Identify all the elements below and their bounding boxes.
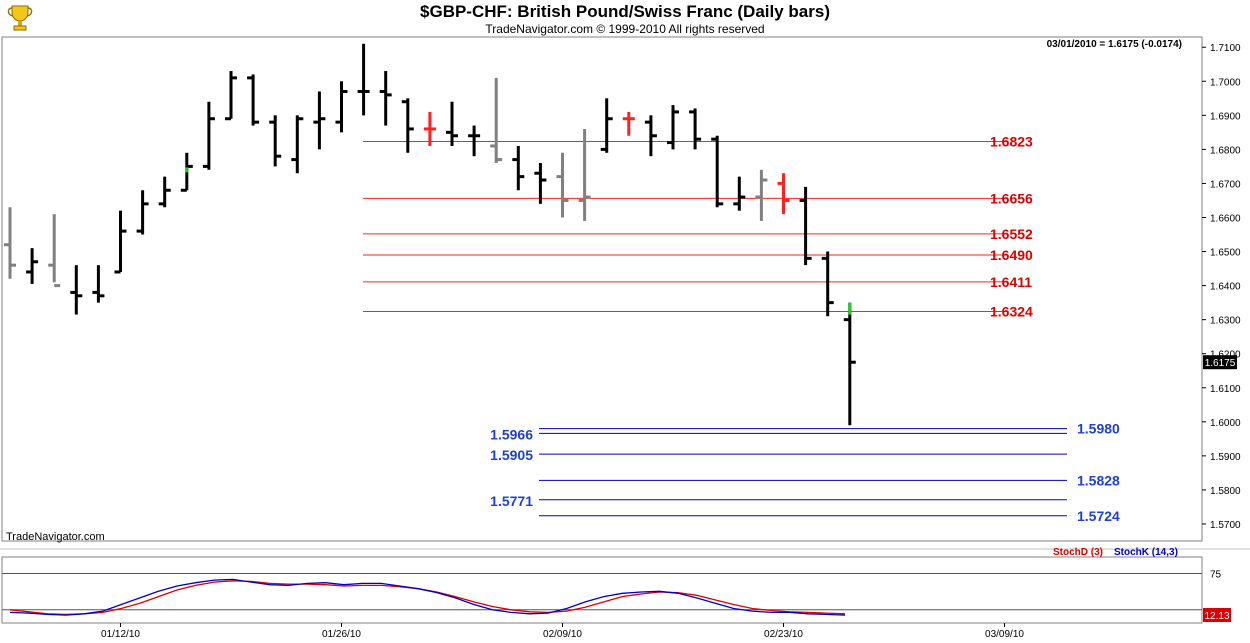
support-label: 1.5980 bbox=[1077, 421, 1120, 437]
chart-subtitle: TradeNavigator.com © 1999-2010 All right… bbox=[485, 22, 765, 36]
y-tick-label: 1.6100 bbox=[1210, 384, 1241, 395]
stoch-k-line bbox=[9, 578, 846, 616]
support-label: 1.5724 bbox=[1077, 508, 1120, 524]
trophy-icon bbox=[7, 5, 33, 31]
resistance-label: 1.6324 bbox=[990, 303, 1033, 319]
last-price-tag-label: 1.6175 bbox=[1205, 358, 1236, 369]
chart-header: $GBP-CHF: British Pound/Swiss Franc (Dai… bbox=[0, 0, 1250, 36]
y-tick-label: 1.6400 bbox=[1210, 282, 1241, 293]
y-tick-label: 1.6900 bbox=[1210, 111, 1241, 122]
y-tick-label: 1.5800 bbox=[1210, 486, 1241, 497]
stoch-panel-frame bbox=[1, 556, 1203, 624]
resistance-label: 1.6656 bbox=[990, 190, 1033, 206]
y-tick-label: 1.5700 bbox=[1210, 520, 1241, 531]
resistance-label: 1.6823 bbox=[990, 134, 1033, 150]
support-label: 1.5771 bbox=[490, 493, 533, 509]
x-tick-label: 01/26/10 bbox=[322, 629, 361, 640]
support-label: 1.5828 bbox=[1077, 472, 1120, 488]
price-readout: 03/01/2010 = 1.6175 (-0.0174) bbox=[1047, 39, 1182, 50]
stoch-k-legend: StochK (14,3) bbox=[1114, 547, 1178, 558]
y-tick-label: 1.7000 bbox=[1210, 77, 1241, 88]
watermark: TradeNavigator.com bbox=[6, 531, 105, 543]
price-panel-frame bbox=[1, 36, 1203, 542]
resistance-label: 1.6490 bbox=[990, 247, 1033, 263]
y-tick-label: 1.5900 bbox=[1210, 452, 1241, 463]
x-tick-label: 03/09/10 bbox=[985, 629, 1024, 640]
stoch-value-tag bbox=[1203, 607, 1231, 622]
x-tick-label: 01/12/10 bbox=[101, 629, 140, 640]
y-tick-label: 1.6600 bbox=[1210, 213, 1241, 224]
x-tick-label: 02/09/10 bbox=[543, 629, 582, 640]
y-tick-label: 1.6300 bbox=[1210, 316, 1241, 327]
y-tick-label: 1.7100 bbox=[1210, 43, 1241, 54]
support-label: 1.5966 bbox=[490, 426, 533, 442]
y-tick-label: 1.6000 bbox=[1210, 418, 1241, 429]
y-tick-label: 1.6700 bbox=[1210, 179, 1241, 190]
y-tick-label: 1.6800 bbox=[1210, 145, 1241, 156]
last-price-tag bbox=[1203, 355, 1237, 370]
chart-title: $GBP-CHF: British Pound/Swiss Franc (Dai… bbox=[420, 2, 830, 21]
stoch-d-legend: StochD (3) bbox=[1053, 547, 1103, 558]
stoch-y-tick-label: 75 bbox=[1210, 570, 1222, 581]
resistance-label: 1.6411 bbox=[990, 274, 1032, 290]
stoch-value-tag-label: 12.13 bbox=[1204, 611, 1229, 622]
y-tick-label: 1.6500 bbox=[1210, 248, 1241, 259]
support-label: 1.5905 bbox=[490, 447, 533, 463]
x-tick-label: 02/23/10 bbox=[764, 629, 803, 640]
resistance-label: 1.6552 bbox=[990, 226, 1033, 242]
y-tick-label: 1.6200 bbox=[1210, 350, 1241, 361]
